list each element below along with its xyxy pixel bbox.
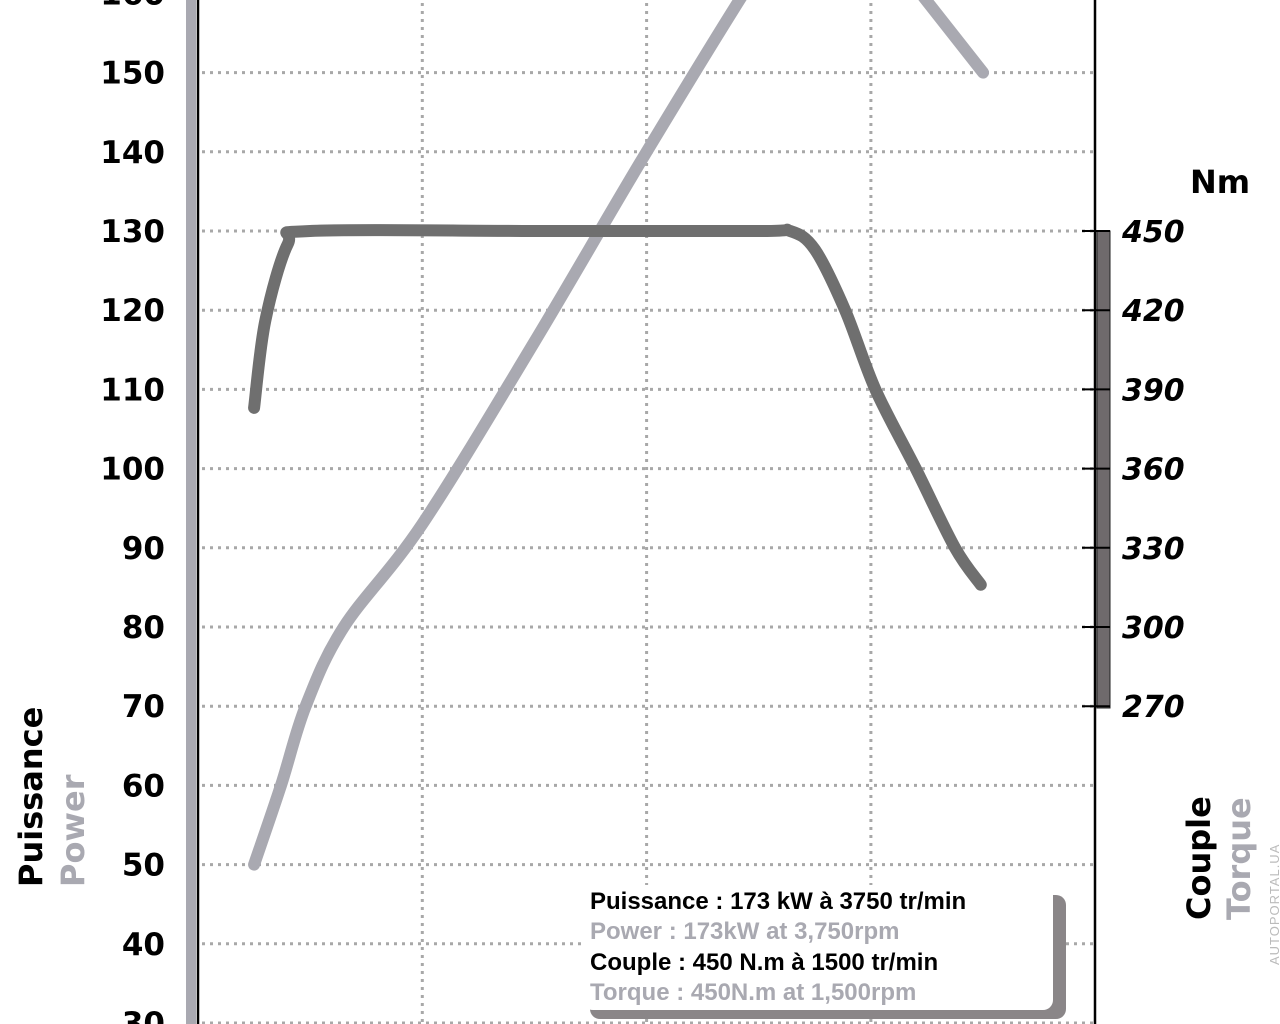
torque-curve <box>248 223 987 591</box>
left-tick-label: 130 <box>100 214 165 250</box>
left-axis-ticks: 30 40 50 60 70 80 90 100 110 120 130 140 150 160 <box>100 0 165 1024</box>
left-tick-label: 40 <box>122 927 165 963</box>
left-axis-bar <box>186 0 196 1024</box>
right-tick-label: 300 <box>1122 611 1185 646</box>
left-tick-label: 90 <box>122 531 165 567</box>
left-tick-label: 30 <box>122 1006 165 1024</box>
right-tick-label: 270 <box>1122 690 1185 725</box>
left-tick-label: 100 <box>100 452 165 488</box>
left-tick-label: 140 <box>100 135 165 171</box>
left-axis-label-fr: Puissance <box>12 707 50 887</box>
left-tick-label: 60 <box>122 768 165 804</box>
left-tick-label: 160 <box>100 0 165 12</box>
right-tick-label: 360 <box>1122 453 1185 488</box>
legend-line-power-fr: Puissance : 173 kW à 3750 tr/min <box>590 888 966 915</box>
left-tick-label: 150 <box>100 56 165 92</box>
right-axis-label-en: Torque <box>1220 797 1258 920</box>
right-axis-unit: Nm <box>1190 163 1250 201</box>
right-tick-label: 450 <box>1121 215 1185 250</box>
right-tick-label: 420 <box>1121 294 1185 329</box>
legend-line-power-en: Power : 173kW at 3,750rpm <box>590 918 899 945</box>
left-tick-label: 120 <box>100 293 165 329</box>
legend-line-torque-fr: Couple : 450 N.m à 1500 tr/min <box>590 949 938 976</box>
legend-line-torque-en: Torque : 450N.m at 1,500rpm <box>590 979 916 1006</box>
left-tick-label: 110 <box>100 372 165 408</box>
legend-box: Puissance : 173 kW à 3750 tr/min Power :… <box>583 885 1066 1019</box>
left-tick-label: 70 <box>122 689 165 725</box>
power-curve <box>248 0 990 871</box>
left-tick-label: 50 <box>122 848 165 884</box>
series <box>248 0 990 871</box>
left-axis-label-en: Power <box>54 774 92 887</box>
watermark: AUTOPORTAL.UA <box>1267 844 1280 965</box>
right-axis-ticks: 270 300 330 360 390 420 450 <box>1082 215 1185 725</box>
right-tick-label: 330 <box>1122 532 1185 567</box>
right-tick-label: 390 <box>1122 373 1185 408</box>
left-tick-label: 80 <box>122 610 165 646</box>
right-axis-label-fr: Couple <box>1180 796 1218 920</box>
